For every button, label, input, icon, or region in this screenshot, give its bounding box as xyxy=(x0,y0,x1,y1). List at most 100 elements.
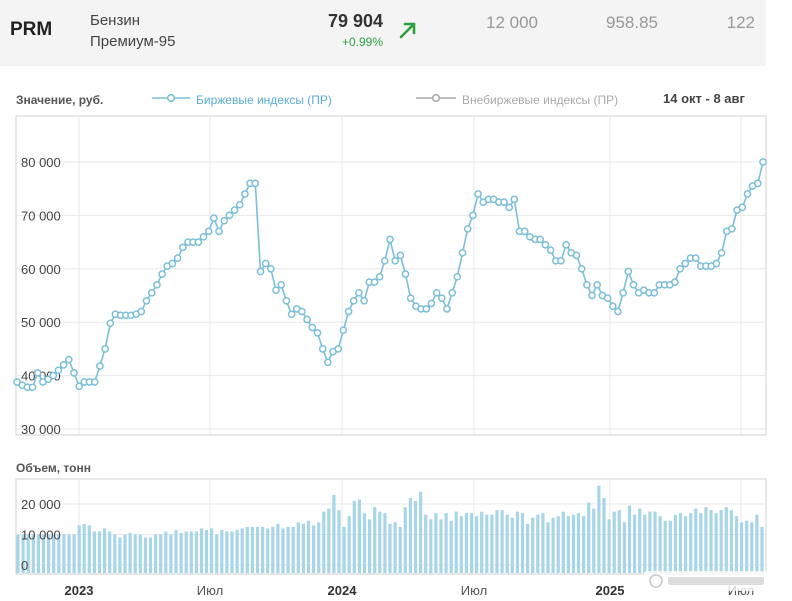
price-point[interactable] xyxy=(282,296,291,305)
volume-bar[interactable] xyxy=(699,513,703,573)
volume-bar[interactable] xyxy=(281,528,285,573)
price-point[interactable] xyxy=(204,227,213,236)
volume-bar[interactable] xyxy=(261,526,265,573)
volume-bar[interactable] xyxy=(225,531,229,574)
volume-bar[interactable] xyxy=(607,519,611,574)
price-point[interactable] xyxy=(546,246,555,254)
volume-bar[interactable] xyxy=(179,533,183,573)
price-point[interactable] xyxy=(266,264,275,273)
price-point[interactable] xyxy=(759,158,767,166)
price-point[interactable] xyxy=(33,369,42,377)
price-point[interactable] xyxy=(448,288,457,297)
volume-bar[interactable] xyxy=(643,514,647,573)
volume-bar[interactable] xyxy=(276,523,280,573)
volume-bar[interactable] xyxy=(576,513,581,573)
volume-bar[interactable] xyxy=(403,507,407,573)
volume-bar[interactable] xyxy=(47,534,51,574)
volume-bar[interactable] xyxy=(709,510,713,573)
volume-bar[interactable] xyxy=(480,511,484,573)
volume-bar[interactable] xyxy=(373,507,377,573)
volume-bar[interactable] xyxy=(26,534,30,574)
volume-bar[interactable] xyxy=(551,517,555,573)
volume-bar[interactable] xyxy=(67,534,71,574)
price-point[interactable] xyxy=(70,369,78,377)
price-point[interactable] xyxy=(406,294,415,303)
volume-bar[interactable] xyxy=(250,526,254,573)
price-point[interactable] xyxy=(474,190,482,198)
price-point[interactable] xyxy=(225,211,234,220)
volume-bar[interactable] xyxy=(556,516,560,573)
volume-bar[interactable] xyxy=(648,511,652,573)
price-point[interactable] xyxy=(44,375,52,384)
volume-bar[interactable] xyxy=(500,510,504,573)
price-point[interactable] xyxy=(64,355,73,364)
volume-bar[interactable] xyxy=(296,522,300,573)
volume-bar[interactable] xyxy=(439,519,443,574)
volume-bar[interactable] xyxy=(536,514,540,573)
price-point[interactable] xyxy=(298,307,306,316)
volume-bar[interactable] xyxy=(526,523,530,573)
volume-bar[interactable] xyxy=(505,514,509,573)
price-point[interactable] xyxy=(210,214,218,222)
price-point[interactable] xyxy=(251,179,260,188)
volume-bar[interactable] xyxy=(587,502,591,574)
volume-bar[interactable] xyxy=(57,534,61,574)
volume-bar[interactable] xyxy=(235,529,239,573)
volume-bar[interactable] xyxy=(653,511,657,573)
price-point[interactable] xyxy=(691,254,700,262)
price-point[interactable] xyxy=(230,206,239,214)
price-point[interactable] xyxy=(349,296,358,305)
price-point[interactable] xyxy=(614,307,622,316)
price-point[interactable] xyxy=(588,291,596,300)
price-point[interactable] xyxy=(469,211,477,220)
volume-bar[interactable] xyxy=(740,522,744,573)
volume-bar[interactable] xyxy=(398,526,402,573)
volume-bar[interactable] xyxy=(383,513,387,573)
volume-bar[interactable] xyxy=(444,513,448,573)
price-point[interactable] xyxy=(75,382,84,391)
volume-bar[interactable] xyxy=(159,534,163,574)
volume-bar[interactable] xyxy=(546,522,550,573)
volume-bar[interactable] xyxy=(378,511,382,573)
volume-bar[interactable] xyxy=(750,522,754,573)
volume-bar[interactable] xyxy=(184,531,188,574)
price-point[interactable] xyxy=(375,272,384,281)
volume-bar[interactable] xyxy=(668,520,672,573)
price-point[interactable] xyxy=(396,251,405,260)
price-point[interactable] xyxy=(308,323,317,332)
price-point[interactable] xyxy=(318,345,327,353)
volume-bar[interactable] xyxy=(266,528,270,573)
volume-bar[interactable] xyxy=(255,526,260,573)
volume-bar[interactable] xyxy=(301,523,305,573)
price-point[interactable] xyxy=(101,345,109,353)
volume-bar[interactable] xyxy=(520,513,525,573)
price-point[interactable] xyxy=(572,251,581,260)
volume-bar[interactable] xyxy=(62,534,66,574)
price-point[interactable] xyxy=(743,190,752,198)
price-point[interactable] xyxy=(147,288,156,297)
price-point[interactable] xyxy=(650,288,659,297)
volume-bar[interactable] xyxy=(118,537,122,574)
volume-bar[interactable] xyxy=(31,534,35,574)
price-point[interactable] xyxy=(355,288,363,297)
volume-bar[interactable] xyxy=(357,499,361,573)
volume-bar[interactable] xyxy=(454,511,458,573)
price-point[interactable] xyxy=(541,240,550,249)
price-point[interactable] xyxy=(536,235,545,244)
price-point[interactable] xyxy=(256,267,265,276)
price-point[interactable] xyxy=(463,224,472,233)
price-point[interactable] xyxy=(178,243,187,252)
price-point[interactable] xyxy=(303,315,311,324)
volume-bar[interactable] xyxy=(495,510,499,573)
price-point[interactable] xyxy=(728,224,736,233)
volume-bar[interactable] xyxy=(220,529,224,573)
price-point[interactable] xyxy=(235,200,244,209)
volume-bar[interactable] xyxy=(413,500,418,573)
volume-bar[interactable] xyxy=(143,537,147,574)
volume-bar[interactable] xyxy=(566,516,570,573)
price-point[interactable] xyxy=(194,238,203,246)
volume-bar[interactable] xyxy=(154,534,158,574)
volume-bar[interactable] xyxy=(424,514,428,573)
price-point[interactable] xyxy=(241,190,249,198)
price-point[interactable] xyxy=(738,203,747,212)
